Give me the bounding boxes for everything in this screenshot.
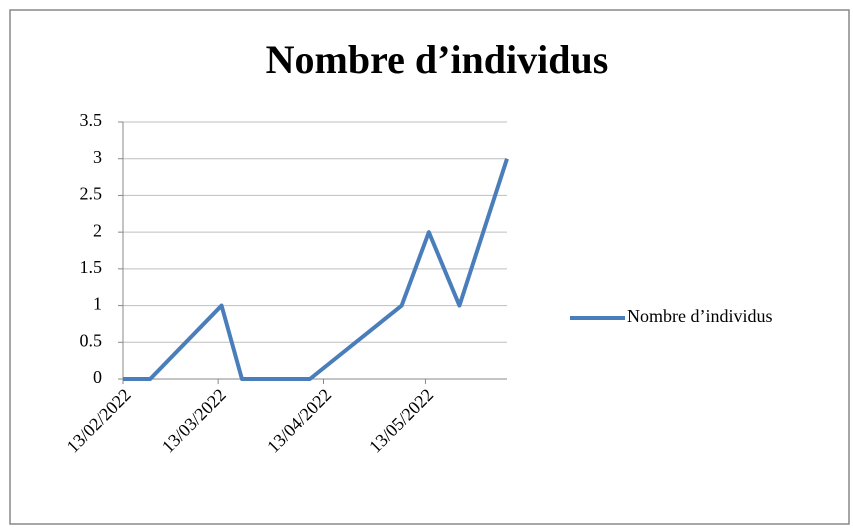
y-tick-label: 2	[93, 220, 102, 240]
y-tick-label: 1	[93, 294, 102, 314]
chart-frame	[9, 9, 850, 525]
y-tick-label: 3	[93, 147, 102, 167]
y-tick-label: 1.5	[80, 257, 103, 277]
y-tick-label: 2.5	[80, 184, 103, 204]
data-line	[123, 158, 509, 381]
chart-title: Nombre d’individus	[266, 37, 609, 82]
y-tick-label: 0	[93, 367, 102, 387]
legend-label: Nombre d’individus	[627, 306, 773, 326]
y-tick-label: 3.5	[80, 110, 103, 130]
y-tick-label: 0.5	[80, 330, 103, 350]
